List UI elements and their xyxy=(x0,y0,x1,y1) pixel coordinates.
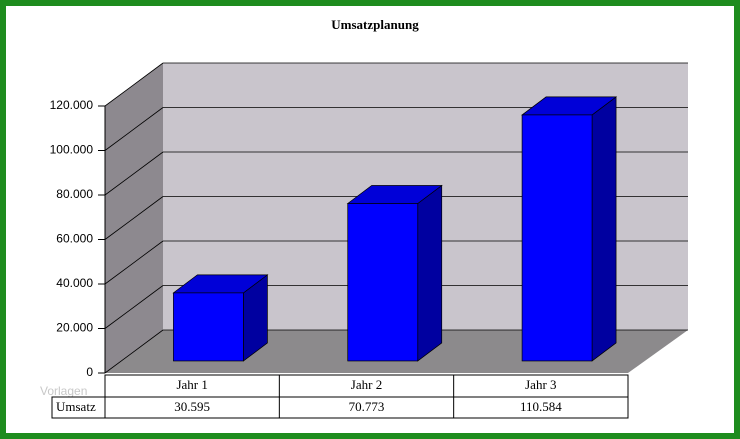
y-tick-label: 60.000 xyxy=(56,232,93,246)
bar-side xyxy=(417,184,443,362)
legend-label: Umsatz xyxy=(56,399,96,414)
value-label: 30.595 xyxy=(174,399,210,414)
y-tick-label: 40.000 xyxy=(56,276,93,290)
bar xyxy=(347,203,419,362)
y-tick-label: 0 xyxy=(86,365,93,379)
chart-title: Umsatzplanung xyxy=(331,17,419,32)
bar-side xyxy=(591,96,617,362)
grid-line xyxy=(104,107,164,151)
table-row xyxy=(51,396,629,419)
y-tick-label: 100.000 xyxy=(50,143,94,157)
watermark: Vorlagen xyxy=(40,384,87,398)
bar xyxy=(521,114,593,362)
y-tick-label: 80.000 xyxy=(56,187,93,201)
bar xyxy=(173,292,244,362)
x-tick-label: Jahr 1 xyxy=(176,377,207,392)
y-tick-label: 20.000 xyxy=(56,321,93,335)
x-tick-label: Jahr 2 xyxy=(351,377,382,392)
x-tick-label: Jahr 3 xyxy=(525,377,556,392)
grid-line xyxy=(104,240,164,285)
grid-line xyxy=(104,151,164,196)
grid-line xyxy=(104,329,164,374)
grid-line xyxy=(104,62,164,107)
y-tick-label: 120.000 xyxy=(50,98,94,112)
value-label: 110.584 xyxy=(520,399,562,414)
grid-line xyxy=(104,196,164,240)
grid-line xyxy=(104,285,164,329)
value-label: 70.773 xyxy=(349,399,385,414)
